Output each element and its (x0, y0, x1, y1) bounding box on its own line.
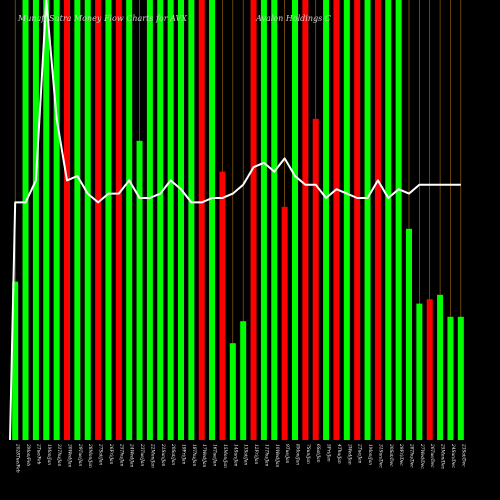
x-tick-labels: 2028Tue/Feb 3Mon/Feb 2Tue/Feb 1Mon/Jan 31Thu… (15, 443, 466, 473)
x-tick-label: 2028Tue/Feb (15, 443, 20, 473)
bar (43, 0, 50, 440)
bar (95, 0, 102, 440)
x-tick-label: 28Mon/Jan (87, 443, 92, 468)
bar-series (12, 0, 464, 441)
x-tick-label: 24Sun/Dec (450, 443, 455, 468)
x-tick-label: 21Sun/Jan (160, 443, 165, 467)
x-tick-label: 2Tue/Feb (35, 443, 40, 465)
x-tick-label: 16Tue/Jan (212, 444, 217, 466)
x-tick-label: 8Mon/Jan (295, 444, 300, 465)
x-tick-label: 18Thu/Jan (191, 444, 196, 467)
x-tick-label: 24Wed/Jan (129, 443, 134, 468)
money-flow-line (9, 0, 461, 441)
bar (229, 343, 236, 440)
x-tick-label: 6Sat/Jan (315, 444, 320, 463)
x-tick-label: 9Tue/Jan (284, 444, 289, 464)
x-tick-label: 30Wed/Jan (67, 444, 72, 468)
x-tick-label: 1Mon/Jan (46, 444, 51, 465)
x-tick-label: 29Tue/Jan (77, 443, 82, 466)
x-tick-label: 2Tue/Jan (357, 443, 362, 464)
x-tick-label: 20Sat/Jan (170, 443, 175, 465)
x-tick-label: 15Mon/Jan (222, 444, 227, 468)
bar (188, 0, 195, 440)
bar (136, 140, 143, 441)
bar (457, 316, 464, 440)
x-tick-label: 3Wed/Jan (346, 444, 351, 465)
bar (126, 0, 133, 440)
bar (354, 0, 361, 440)
bar (177, 0, 184, 440)
bar (385, 0, 392, 440)
x-tick-label: 19Fri/Jan (181, 444, 186, 465)
line-series (9, 0, 461, 441)
bar (271, 0, 278, 440)
x-tick-label: 27Wed/Dec (419, 443, 424, 469)
bar (250, 0, 257, 440)
bar (209, 0, 216, 440)
bar (22, 0, 29, 440)
x-tick-label: 31Sun/Dec (377, 444, 382, 468)
bar (374, 0, 381, 440)
x-tick-label: 22Mon/Jan (149, 443, 154, 468)
bar (312, 118, 319, 441)
bar (157, 0, 164, 440)
x-tick-label: 26Fri/Jan (108, 443, 113, 465)
bar (323, 0, 330, 440)
x-tick-label: 3Mon/Feb (25, 444, 30, 466)
bar (105, 0, 112, 440)
x-tick-label: 28Thu/Dec (409, 443, 414, 468)
x-tick-label: 5Fri/Jan (326, 444, 331, 462)
bar (333, 0, 340, 440)
chart-subtitle: Avalon Holdings C (255, 14, 331, 23)
x-tick-label: 1Mon/Jan (367, 444, 372, 465)
bar (84, 0, 91, 440)
bar (281, 206, 288, 440)
bar (63, 0, 70, 440)
bar (416, 303, 423, 440)
bar (12, 281, 19, 440)
bar (343, 0, 350, 440)
bar (302, 0, 309, 440)
x-tick-label: 13Sat/Jan (243, 444, 248, 465)
bar (167, 0, 174, 440)
bar (291, 0, 298, 440)
x-tick-label: 25Thu/Jan (118, 443, 123, 467)
x-tick-label: 23Sat/Dec (460, 443, 465, 467)
bar (146, 0, 153, 440)
bar (260, 0, 267, 440)
x-tick-label: 31Thu/Jan (56, 444, 61, 467)
x-tick-label: 26Tue/Dec (429, 443, 434, 468)
bar (32, 0, 39, 440)
x-tick-label: 4Thu/Jan (336, 443, 341, 464)
x-tick-label: 27Sat/Jan (98, 443, 103, 465)
x-tick-label: 23Tue/Jan (139, 443, 144, 466)
bar (53, 0, 60, 440)
bar (240, 321, 247, 440)
bar (115, 0, 122, 440)
x-tick-label: 17Wed/Jan (201, 444, 206, 468)
bar (405, 228, 412, 440)
bar (395, 0, 402, 440)
x-tick-label: 30Sat/Dec (388, 444, 393, 467)
x-tick-label: 12Fri/Jan (253, 444, 258, 465)
bar (364, 0, 371, 440)
chart-title: MunafaSutra Money Flow Charts for AVX (17, 14, 187, 23)
bar (74, 0, 81, 440)
x-tick-label: 29Fri/Dec (398, 443, 403, 466)
x-tick-label: 7Sun/Jan (305, 444, 310, 464)
x-tick-label: 14Sun/Jan (232, 444, 237, 467)
x-tick-label: 25Mon/Dec (440, 443, 445, 470)
bar (437, 294, 444, 440)
x-tick-label: 11Thu/Jan (263, 444, 268, 467)
x-tick-label: 10Wed/Jan (274, 444, 279, 468)
bar (219, 171, 226, 440)
bar (426, 299, 433, 440)
bar (198, 0, 205, 440)
bar (447, 316, 454, 440)
